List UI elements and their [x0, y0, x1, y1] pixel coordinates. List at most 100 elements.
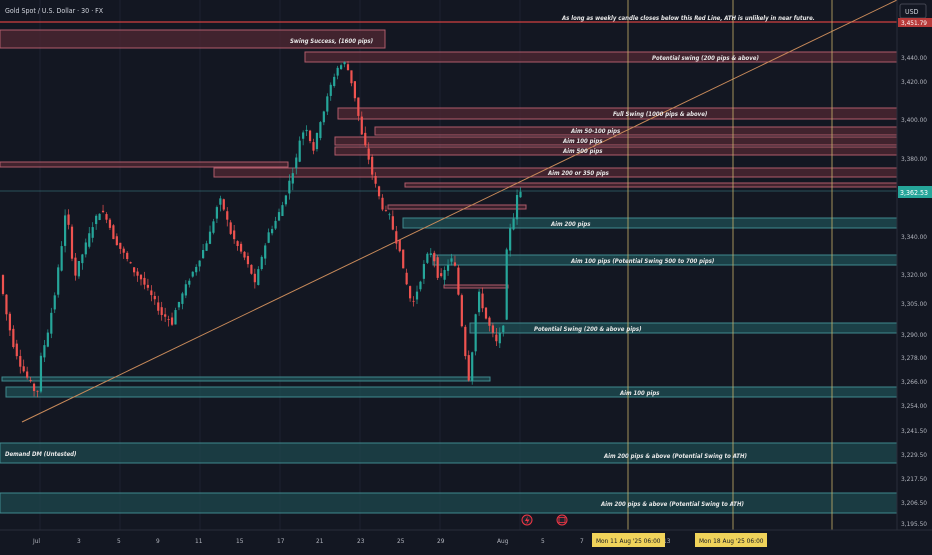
- x-tick-label: 25: [397, 537, 405, 545]
- candle-body: [302, 132, 305, 139]
- candle-body: [419, 281, 422, 290]
- candle-body: [478, 291, 481, 313]
- candle-body: [250, 264, 253, 274]
- zone-ath-lower: [0, 492, 898, 514]
- candle-body: [226, 211, 229, 220]
- candle-body: [315, 133, 319, 150]
- x-tick-label: 13: [663, 537, 671, 545]
- x-tick-label: 9: [156, 537, 160, 545]
- x-tick-label: 21: [316, 537, 324, 545]
- candle-body: [198, 260, 201, 267]
- currency-button-label: USD: [905, 8, 919, 16]
- candle-body: [312, 142, 315, 151]
- candle-body: [191, 271, 194, 277]
- y-tick-label: 3,229.50: [901, 451, 927, 459]
- candle-body: [291, 173, 294, 184]
- zone-aim-200-teal: [402, 217, 898, 229]
- candle-body: [77, 260, 80, 277]
- zone-aim-100-upper: [334, 136, 898, 146]
- candle-body: [505, 249, 508, 320]
- candle-body: [133, 267, 136, 273]
- candle-body: [70, 226, 74, 259]
- red-line-note: As long as weekly candle closes below th…: [561, 15, 815, 22]
- candle-body: [184, 284, 187, 296]
- zone-label-aim-100-potential: Aim 100 pips (Potential Swing 500 to 700…: [570, 258, 714, 265]
- x-tick-label: Aug: [497, 537, 509, 545]
- candle-body: [95, 215, 98, 225]
- current-price-badge-label: 3,362.53: [900, 189, 928, 197]
- lightning-glyph-icon: [525, 516, 530, 525]
- candle-body: [177, 301, 181, 308]
- candle-body: [39, 355, 43, 392]
- time-axis[interactable]: [0, 530, 932, 550]
- candle-body: [450, 258, 453, 262]
- candle-body: [326, 96, 329, 112]
- candle-body: [481, 293, 484, 309]
- candle-body: [222, 199, 225, 210]
- candle-body: [36, 390, 39, 392]
- candle-body: [233, 230, 236, 240]
- candle-body: [357, 97, 360, 116]
- candle-body: [146, 284, 149, 288]
- candle-body: [64, 215, 67, 246]
- zone-label-ath-lower: Aim 200 pips & above (Potential Swing to…: [600, 501, 744, 508]
- price-axis[interactable]: [897, 0, 932, 530]
- candle-body: [164, 314, 167, 317]
- time-axis-labels: Jul 3 5 9 11 15 17 21 23 25 29 Aug 5 7 1…: [32, 537, 671, 545]
- event-icons[interactable]: [521, 514, 568, 526]
- candle-body: [377, 186, 381, 197]
- zone-label-aim-100-lower: Aim 100 pips: [619, 390, 660, 397]
- candle-body: [381, 197, 384, 210]
- candle-body: [57, 267, 60, 295]
- candle-body: [157, 302, 160, 311]
- candle-body: [412, 300, 415, 302]
- candle-body: [360, 116, 363, 135]
- time-badge-1: [592, 533, 665, 547]
- candle-body: [443, 270, 446, 280]
- candle-body: [422, 264, 425, 279]
- zone-aim-500: [334, 146, 898, 156]
- candle-body: [433, 252, 436, 262]
- calendar-event-icon[interactable]: [556, 514, 568, 526]
- candle-body: [126, 252, 129, 260]
- candle-body: [212, 221, 215, 233]
- candle-body: [340, 65, 343, 70]
- candle-body: [160, 307, 163, 316]
- candle-body: [246, 256, 250, 265]
- candle-body: [46, 332, 49, 347]
- x-tick-label: 5: [117, 537, 121, 545]
- symbol-title[interactable]: Gold Spot / U.S. Dollar · 30 · FX: [5, 7, 104, 15]
- candle-body: [170, 317, 174, 325]
- candle-body: [153, 296, 156, 300]
- candle-body: [167, 319, 170, 320]
- candle-body: [343, 62, 346, 65]
- candle-body: [350, 70, 353, 84]
- vertical-markers: [627, 0, 833, 530]
- zone-small-supply: [387, 204, 527, 210]
- zone-label-group: Swing Success, (1600 pips) Potential swi…: [5, 38, 759, 508]
- zone-label-full-swing: Full Swing (1000 pips & above): [613, 111, 707, 118]
- candle-body: [115, 236, 118, 246]
- y-tick-label: 3,340.00: [901, 233, 927, 241]
- candle-body: [257, 269, 260, 285]
- candle-body: [108, 219, 112, 228]
- candle-body: [195, 266, 198, 273]
- candle-body: [26, 371, 29, 378]
- zone-mid-left-teal: [1, 376, 491, 382]
- candle-body: [446, 264, 450, 271]
- candle-body: [205, 243, 208, 251]
- candle-body: [122, 248, 125, 253]
- candle-body: [453, 262, 457, 266]
- candle-body: [429, 253, 432, 256]
- candle-body: [239, 243, 243, 252]
- zone-small-demand: [443, 284, 509, 289]
- zone-label-aim-500: Aim 500 pips: [562, 148, 603, 155]
- candle-body: [391, 216, 394, 230]
- x-tick-label: 17: [277, 537, 285, 545]
- candle-body: [395, 231, 398, 244]
- candle-body: [188, 280, 191, 285]
- candle-body: [12, 328, 15, 348]
- zone-label-potential-swing-200: Potential Swing (200 & above pips): [534, 326, 642, 333]
